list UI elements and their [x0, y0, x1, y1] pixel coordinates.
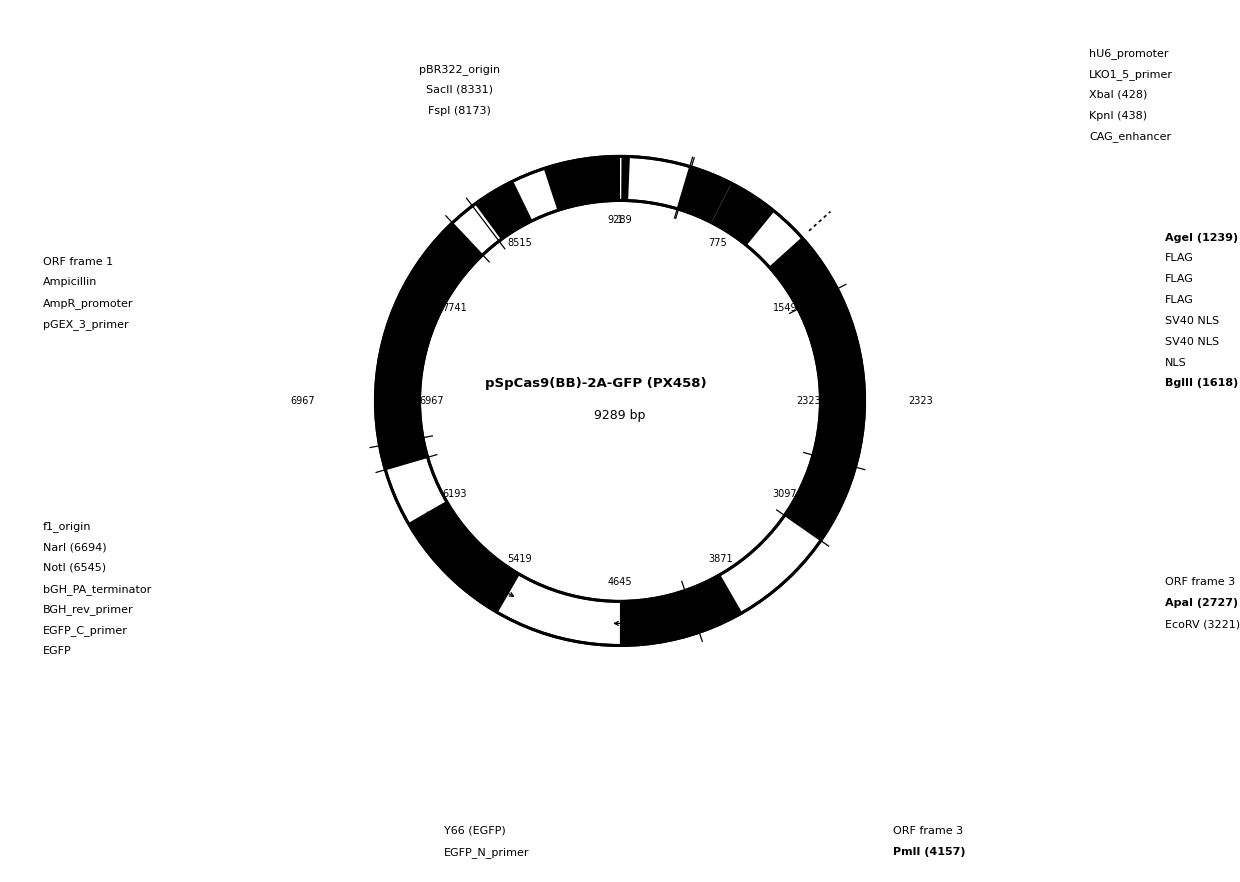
Wedge shape: [475, 181, 532, 240]
Wedge shape: [712, 183, 774, 245]
Text: NotI (6545): NotI (6545): [42, 563, 105, 573]
Text: 3871: 3871: [708, 554, 733, 564]
Text: BGH_rev_primer: BGH_rev_primer: [42, 604, 134, 616]
Text: pGEX_3_primer: pGEX_3_primer: [42, 319, 128, 330]
Text: LKO1_5_primer: LKO1_5_primer: [1089, 69, 1173, 80]
Text: 775: 775: [708, 238, 727, 248]
Text: pSpCas9(BB)-2A-GFP (PX458): pSpCas9(BB)-2A-GFP (PX458): [485, 377, 707, 390]
Text: 8515: 8515: [507, 238, 532, 248]
Wedge shape: [376, 223, 482, 470]
Text: ORF frame 3: ORF frame 3: [893, 826, 962, 836]
Text: SV40 NLS: SV40 NLS: [1166, 316, 1219, 326]
Text: 9289 bp: 9289 bp: [594, 409, 646, 422]
Text: FspI (8173): FspI (8173): [428, 106, 491, 116]
Text: PmlI (4157): PmlI (4157): [893, 847, 965, 856]
Text: SacII (8331): SacII (8331): [427, 85, 494, 95]
Text: EcoRV (3221): EcoRV (3221): [1166, 619, 1240, 629]
Text: 6967: 6967: [290, 396, 315, 406]
Text: 2323: 2323: [796, 396, 821, 406]
Text: 3097: 3097: [773, 490, 797, 499]
Text: XbaI (428): XbaI (428): [1089, 90, 1147, 100]
Text: Y66 (EGFP): Y66 (EGFP): [444, 826, 506, 836]
Text: 7741: 7741: [443, 303, 467, 313]
Text: EGFP: EGFP: [42, 647, 72, 656]
Text: 1549: 1549: [773, 303, 797, 313]
Text: Ampicillin: Ampicillin: [42, 278, 97, 288]
Text: 4645: 4645: [608, 578, 632, 587]
Text: pBR322_origin: pBR322_origin: [419, 64, 500, 75]
Wedge shape: [620, 574, 743, 646]
Text: SV40 NLS: SV40 NLS: [1166, 337, 1219, 347]
Wedge shape: [408, 501, 520, 613]
Text: FLAG: FLAG: [1166, 295, 1194, 305]
Text: 5419: 5419: [507, 554, 532, 564]
Text: EGFP_N_primer: EGFP_N_primer: [444, 847, 529, 857]
Text: ORF frame 3: ORF frame 3: [1166, 578, 1235, 587]
Text: ORF frame 1: ORF frame 1: [42, 257, 113, 266]
Text: EGFP_C_primer: EGFP_C_primer: [42, 625, 128, 636]
Text: NLS: NLS: [1166, 357, 1187, 368]
Text: KpnI (438): KpnI (438): [1089, 110, 1147, 121]
Text: AgeI (1239): AgeI (1239): [1166, 233, 1239, 243]
Text: AmpR_promoter: AmpR_promoter: [42, 298, 133, 310]
Text: NarI (6694): NarI (6694): [42, 542, 107, 552]
Text: FLAG: FLAG: [1166, 274, 1194, 284]
Text: 2323: 2323: [909, 396, 934, 406]
Text: ApaI (2727): ApaI (2727): [1166, 598, 1239, 609]
Wedge shape: [769, 237, 864, 541]
Text: 6967: 6967: [419, 396, 444, 406]
Text: 1: 1: [618, 214, 624, 225]
Text: 9289: 9289: [608, 214, 632, 225]
Text: FLAG: FLAG: [1166, 253, 1194, 264]
Wedge shape: [621, 156, 630, 200]
Text: f1_origin: f1_origin: [42, 521, 92, 532]
Text: CAG_enhancer: CAG_enhancer: [1089, 131, 1172, 142]
Text: 6193: 6193: [443, 490, 467, 499]
Wedge shape: [543, 156, 620, 211]
Wedge shape: [677, 167, 732, 222]
Text: BglII (1618): BglII (1618): [1166, 378, 1239, 388]
Text: bGH_PA_terminator: bGH_PA_terminator: [42, 584, 151, 594]
Text: hU6_promoter: hU6_promoter: [1089, 49, 1168, 59]
